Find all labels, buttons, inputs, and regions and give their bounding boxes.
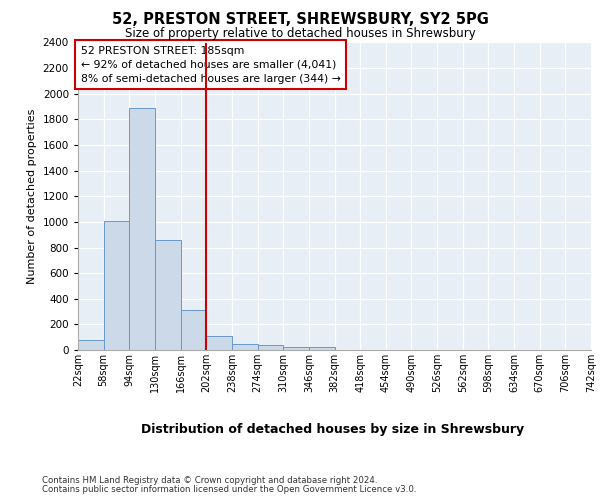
- Text: 52, PRESTON STREET, SHREWSBURY, SY2 5PG: 52, PRESTON STREET, SHREWSBURY, SY2 5PG: [112, 12, 488, 28]
- Bar: [206, 336, 232, 350]
- Text: Contains public sector information licensed under the Open Government Licence v3: Contains public sector information licen…: [42, 485, 416, 494]
- Text: Contains HM Land Registry data © Crown copyright and database right 2024.: Contains HM Land Registry data © Crown c…: [42, 476, 377, 485]
- Bar: [78, 340, 104, 350]
- Bar: [283, 347, 309, 350]
- Y-axis label: Number of detached properties: Number of detached properties: [27, 108, 37, 284]
- Text: Distribution of detached houses by size in Shrewsbury: Distribution of detached houses by size …: [142, 422, 524, 436]
- Bar: [130, 108, 155, 350]
- Bar: [257, 345, 283, 350]
- Text: 52 PRESTON STREET: 185sqm
← 92% of detached houses are smaller (4,041)
8% of sem: 52 PRESTON STREET: 185sqm ← 92% of detac…: [80, 46, 340, 84]
- Bar: [309, 348, 335, 350]
- Text: Size of property relative to detached houses in Shrewsbury: Size of property relative to detached ho…: [125, 28, 475, 40]
- Bar: [232, 344, 257, 350]
- Bar: [104, 220, 130, 350]
- Bar: [181, 310, 206, 350]
- Bar: [155, 240, 181, 350]
